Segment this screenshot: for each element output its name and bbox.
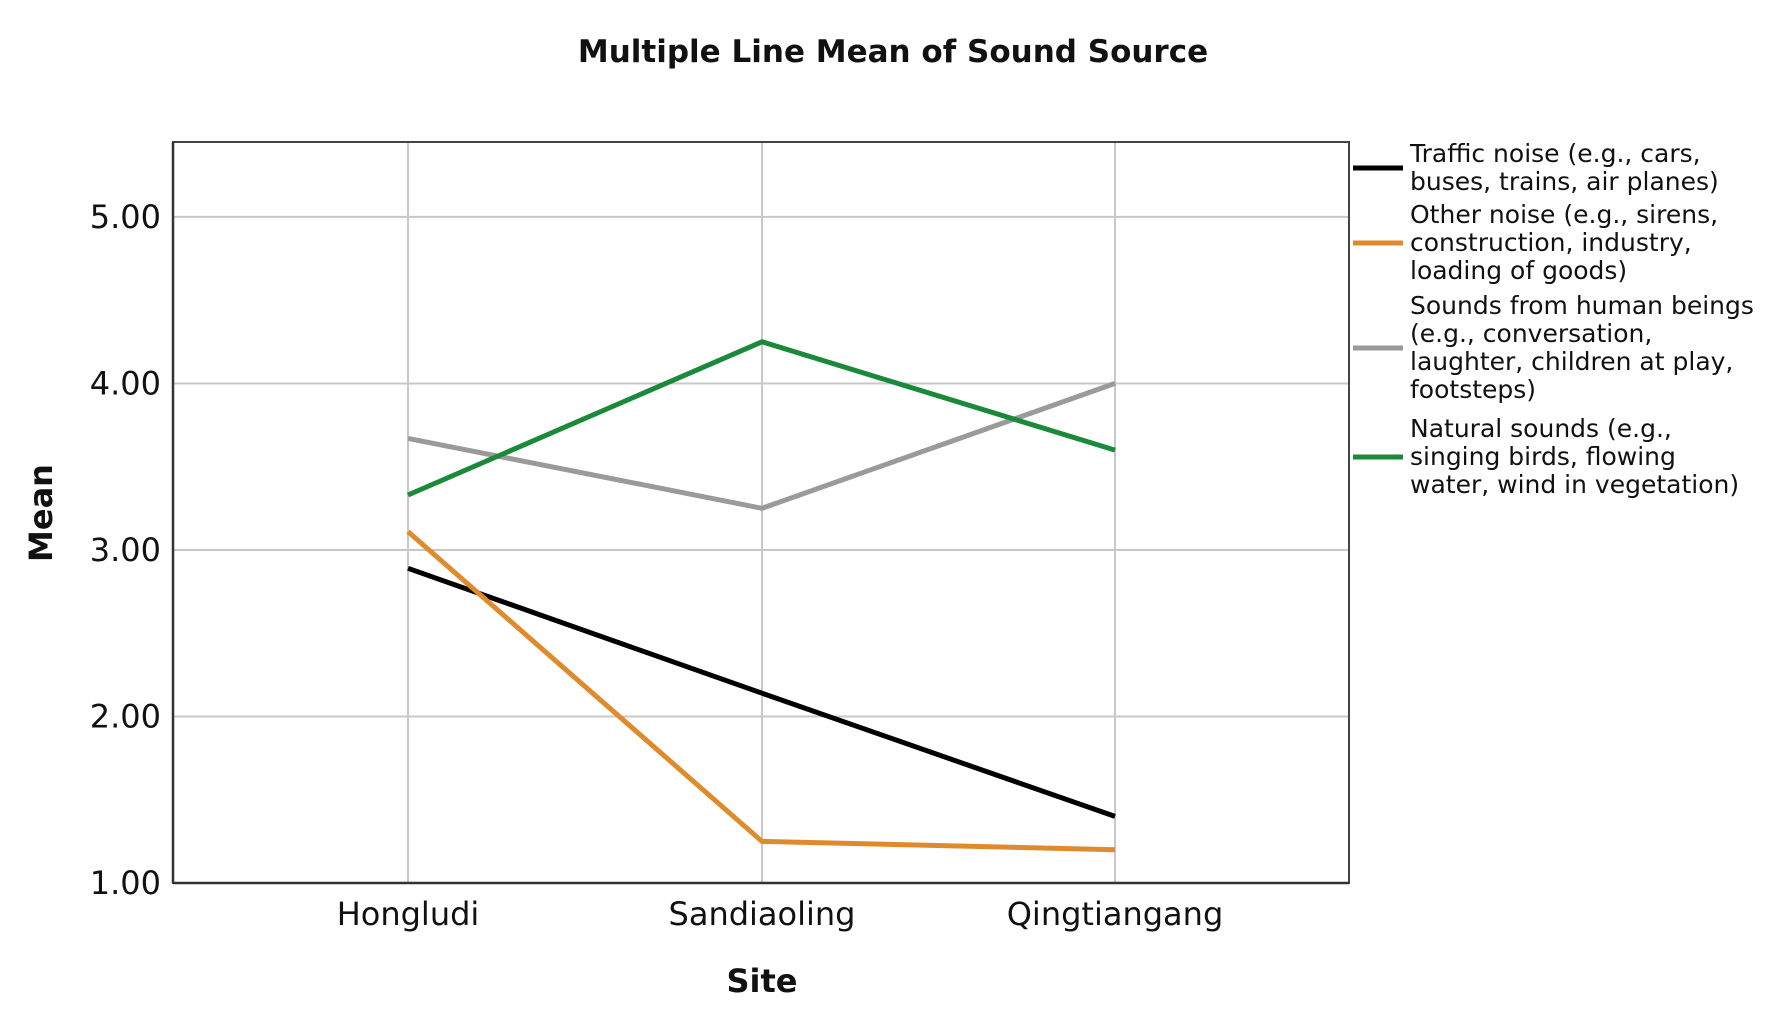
series-line-4 <box>407 339 1116 498</box>
legend-label-4: Natural sounds (e.g., singing birds, flow… <box>1410 414 1739 499</box>
gridlines <box>173 142 1349 884</box>
axes <box>171 142 1349 885</box>
series-lines <box>406 339 1116 853</box>
series-line-1 <box>407 565 1116 819</box>
x-axis-title: Site <box>726 962 797 1000</box>
legend-label-2: Other noise (e.g., sirens, construction, … <box>1410 200 1718 285</box>
y-tick-labels: 1.00 2.00 3.00 4.00 5.00 <box>90 198 161 902</box>
x-tick-labels: Hongludi Sandiaoling Qingtiangang <box>337 895 1224 933</box>
y-axis-title: Mean <box>22 464 60 562</box>
series-line-2 <box>406 529 1116 853</box>
x-tick-label: Hongludi <box>337 895 480 933</box>
legend-label-3: Sounds from human beings (e.g., conversat… <box>1410 291 1754 404</box>
y-tick-label: 5.00 <box>90 198 161 236</box>
x-tick-label: Sandiaoling <box>669 895 856 933</box>
y-tick-label: 1.00 <box>90 864 161 902</box>
y-tick-label: 2.00 <box>90 697 161 735</box>
y-tick-label: 4.00 <box>90 364 161 402</box>
x-tick-label: Qingtiangang <box>1007 895 1224 933</box>
chart-title: Multiple Line Mean of Sound Source <box>578 34 1208 70</box>
legend-label-1: Traffic noise (e.g., cars, buses, trains,… <box>1409 139 1719 196</box>
series-line-3 <box>407 381 1116 511</box>
legend: Traffic noise (e.g., cars, buses, trains,… <box>1353 139 1754 499</box>
y-tick-label: 3.00 <box>90 531 161 569</box>
